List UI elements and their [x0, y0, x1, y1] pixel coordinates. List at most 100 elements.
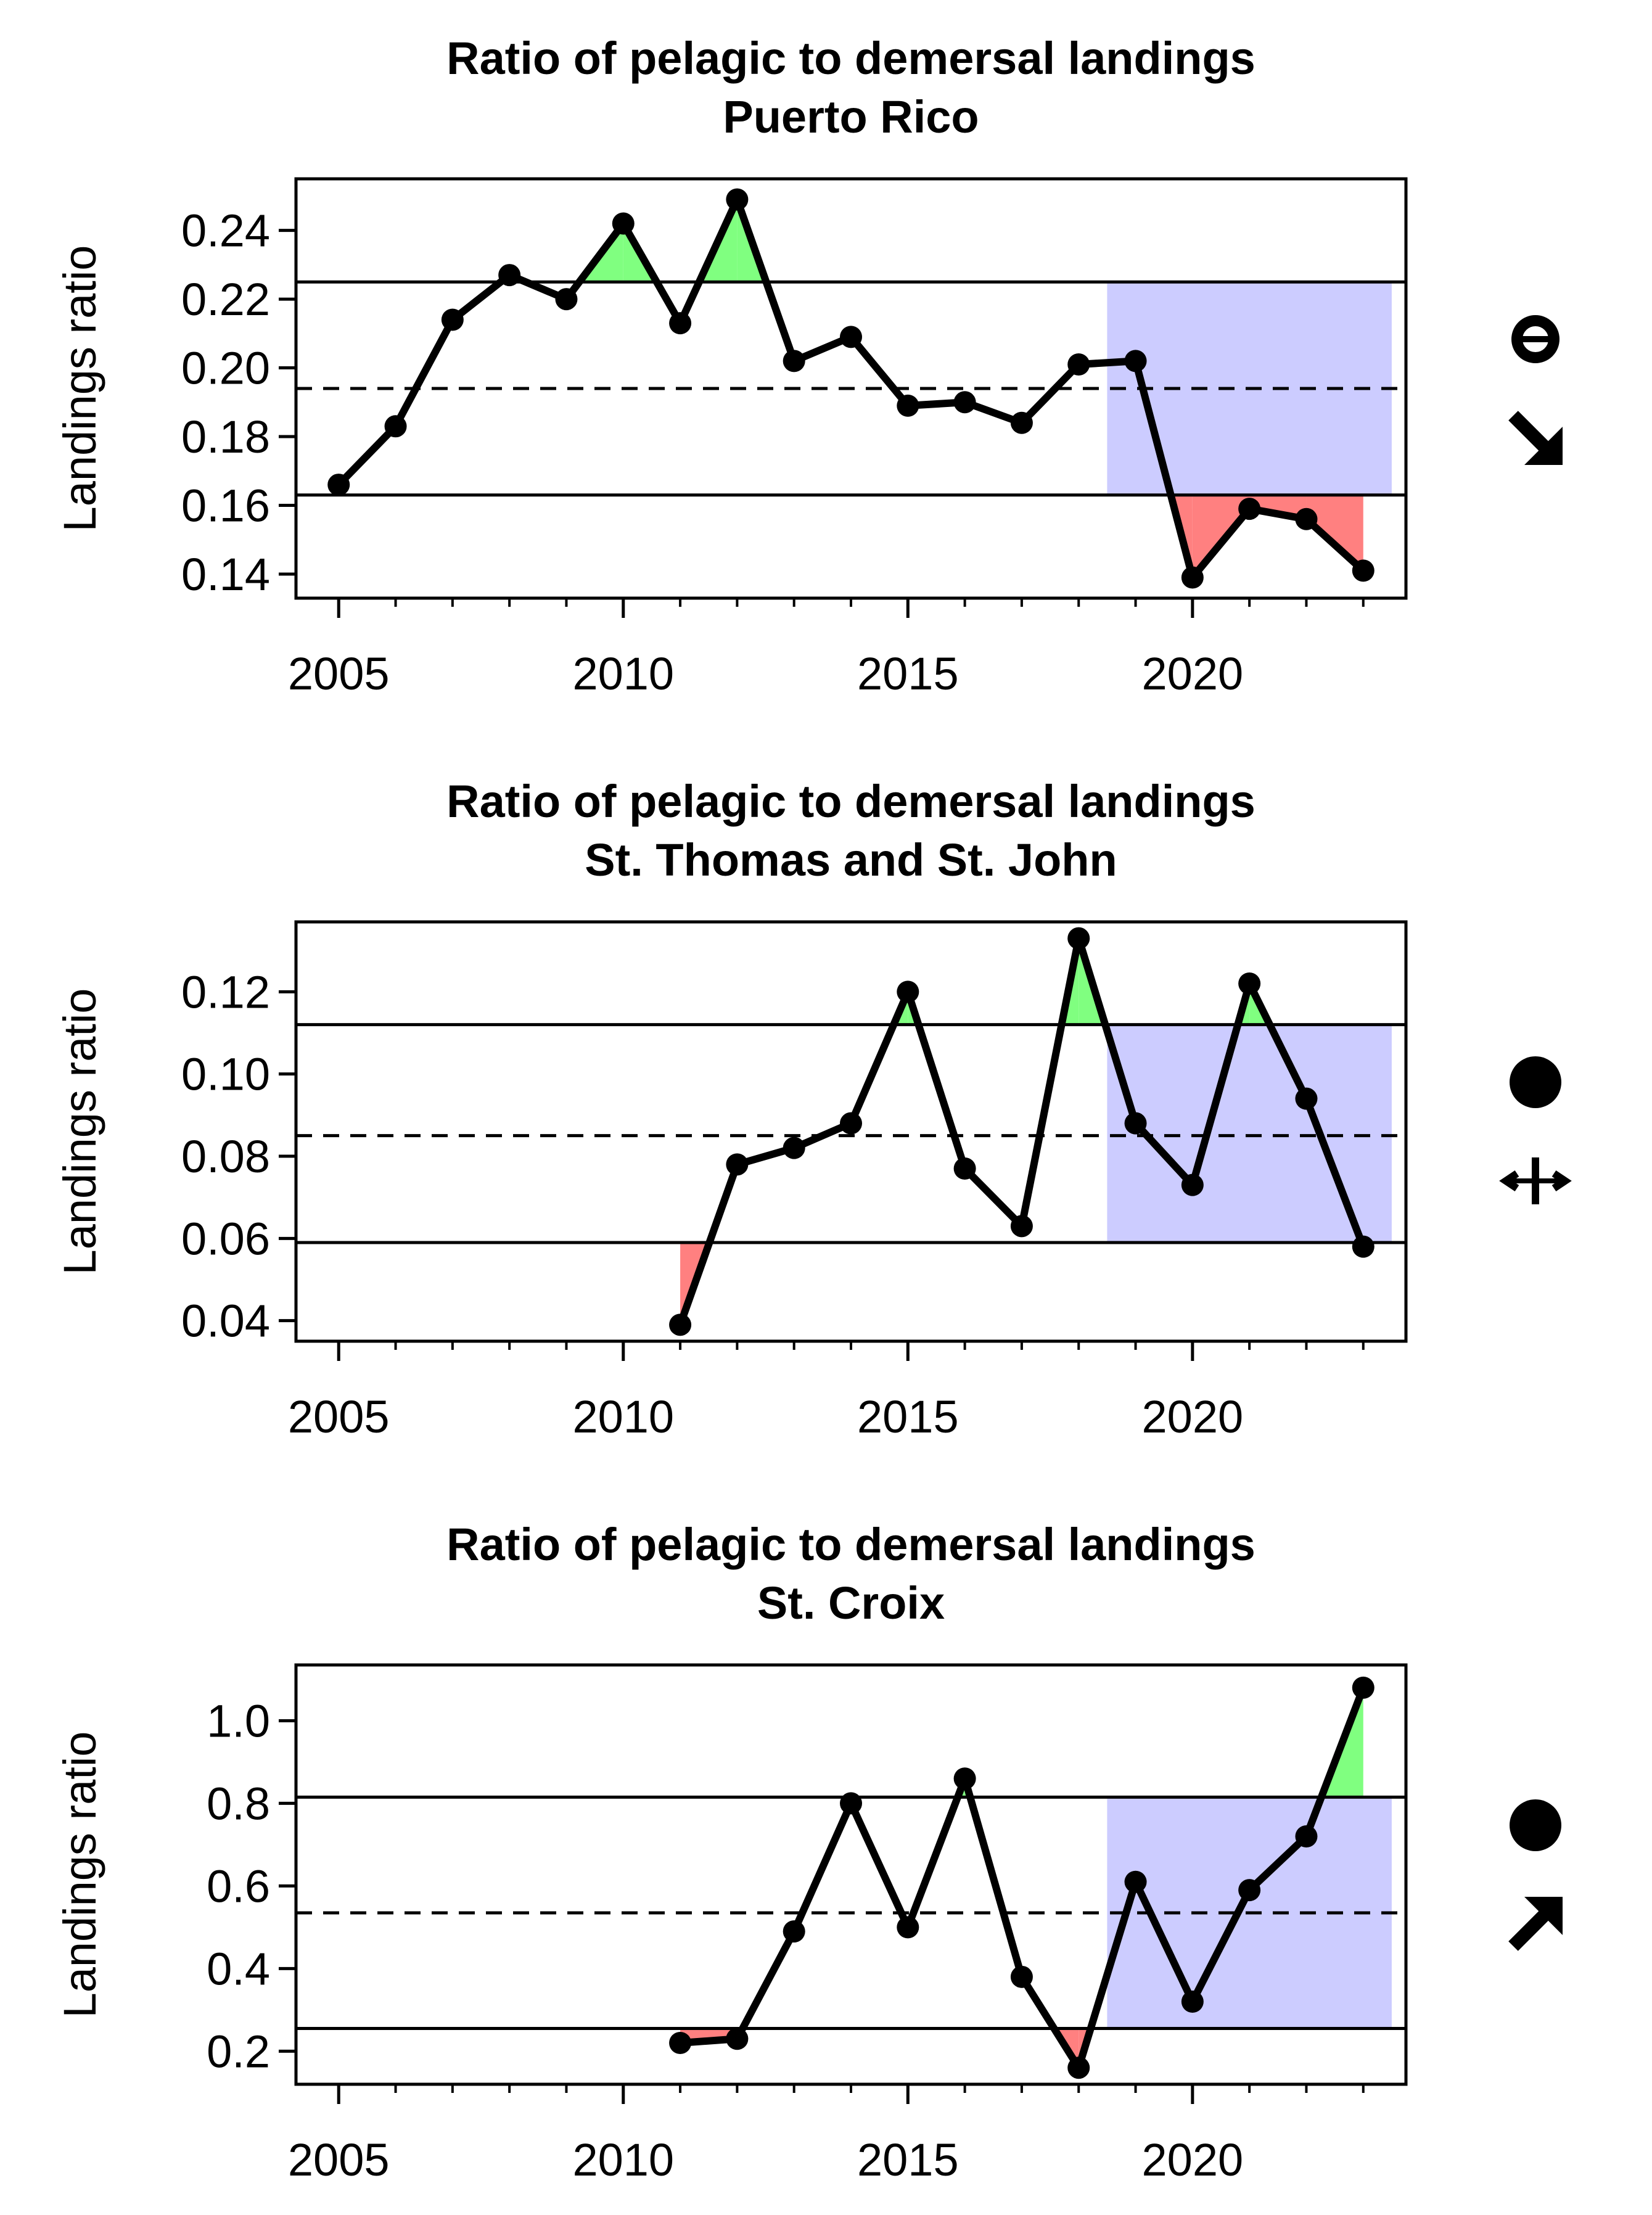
data-point: [1295, 1087, 1318, 1110]
data-point: [1067, 927, 1090, 950]
arrow-head: [1524, 427, 1563, 465]
data-point: [441, 308, 464, 331]
chart-title: Ratio of pelagic to demersal landings: [446, 1519, 1255, 1570]
x-tick-label: 2010: [572, 2134, 674, 2185]
x-tick-label: 2010: [572, 1391, 674, 1442]
arrow-down-right-icon: [1508, 411, 1563, 465]
data-point: [555, 288, 578, 311]
data-point: [840, 326, 862, 348]
x-tick-label: 2005: [288, 1391, 390, 1442]
data-point: [897, 1916, 919, 1939]
data-point: [327, 474, 350, 496]
chart-title: Ratio of pelagic to demersal landings: [446, 776, 1255, 827]
data-point: [1181, 1173, 1204, 1196]
y-tick-label: 0.6: [207, 1860, 270, 1912]
threshold-fill-above: [623, 223, 657, 282]
data-point: [1181, 1991, 1204, 2013]
y-tick-label: 0.8: [207, 1778, 270, 1829]
y-tick-label: 0.24: [181, 205, 270, 257]
y-tick-label: 0.22: [181, 274, 270, 325]
y-tick-label: 0.4: [207, 1943, 270, 1994]
data-point: [953, 391, 976, 414]
x-tick-label: 2020: [1142, 648, 1244, 699]
data-point: [1010, 1215, 1033, 1238]
data-point: [1352, 1235, 1375, 1258]
data-point: [897, 394, 919, 417]
y-tick-label: 0.18: [181, 411, 270, 462]
open-circle-icon: [1511, 315, 1560, 363]
x-tick-label: 2015: [857, 648, 959, 699]
filled-circle-icon: [1510, 1799, 1561, 1851]
x-tick-label: 2005: [288, 2134, 390, 2185]
data-point: [498, 264, 521, 287]
arrow-head-right: [1551, 1170, 1572, 1191]
data-point: [953, 1157, 976, 1180]
data-point: [783, 1920, 805, 1943]
data-point: [726, 188, 749, 211]
y-tick-label: 0.10: [181, 1049, 270, 1100]
y-tick-label: 0.06: [181, 1213, 270, 1264]
y-tick-label: 0.08: [181, 1131, 270, 1182]
data-point: [726, 2028, 749, 2050]
x-tick-label: 2015: [857, 1391, 959, 1442]
chart-subtitle: St. Thomas and St. John: [585, 834, 1117, 886]
data-point: [897, 980, 919, 1003]
data-point: [1238, 1879, 1261, 1902]
data-point: [669, 312, 692, 335]
y-tick-label: 0.12: [181, 966, 270, 1017]
threshold-fill-below: [1306, 495, 1363, 571]
data-point: [1010, 1965, 1033, 1988]
arrow-left-right-icon: [1499, 1157, 1572, 1204]
data-point: [1238, 972, 1261, 995]
chart-subtitle: Puerto Rico: [723, 91, 979, 142]
y-tick-label: 0.2: [207, 2026, 270, 2077]
x-tick-label: 2010: [572, 648, 674, 699]
y-axis-label: Landings ratio: [54, 988, 105, 1275]
data-point: [1295, 508, 1318, 530]
arrow-shaft: [1508, 1905, 1554, 1951]
y-axis-label: Landings ratio: [54, 245, 105, 532]
chart-subtitle: St. Croix: [757, 1577, 945, 1629]
data-point: [384, 415, 407, 438]
data-point: [1352, 559, 1375, 582]
data-point: [669, 2032, 692, 2055]
y-axis-label: Landings ratio: [54, 1732, 105, 2018]
arrow-head-left: [1499, 1170, 1519, 1191]
filled-circle-icon: [1510, 1056, 1561, 1108]
x-tick-label: 2020: [1142, 1391, 1244, 1442]
x-tick-label: 2005: [288, 648, 390, 699]
arrow-up-right-icon: [1508, 1897, 1563, 1951]
data-point: [1124, 1112, 1147, 1135]
data-point: [1067, 353, 1090, 376]
data-point: [840, 1792, 862, 1815]
arrow-shaft: [1508, 411, 1554, 456]
data-point: [1238, 498, 1261, 520]
x-tick-label: 2015: [857, 2134, 959, 2185]
x-tick-label: 2020: [1142, 2134, 1244, 2185]
chart-panel-3: Ratio of pelagic to demersal landings St.…: [54, 1519, 1563, 2185]
y-tick-label: 0.16: [181, 480, 270, 532]
data-point: [1295, 1825, 1318, 1848]
y-tick-label: 0.14: [181, 549, 270, 600]
arrow-head: [1524, 1897, 1563, 1935]
data-point: [669, 1313, 692, 1336]
chart-title: Ratio of pelagic to demersal landings: [446, 33, 1255, 84]
y-tick-label: 1.0: [207, 1695, 270, 1746]
data-point: [1067, 2057, 1090, 2079]
data-point: [783, 350, 805, 372]
data-point: [1352, 1676, 1375, 1699]
data-point: [953, 1767, 976, 1790]
data-point: [1010, 411, 1033, 434]
y-tick-label: 0.04: [181, 1296, 270, 1347]
data-point: [1181, 566, 1204, 589]
data-point: [1124, 350, 1147, 372]
data-point: [840, 1112, 862, 1135]
data-point: [726, 1153, 749, 1176]
y-tick-label: 0.20: [181, 343, 270, 394]
data-point: [612, 212, 635, 235]
data-point: [1124, 1870, 1147, 1893]
chart-panel-2: Ratio of pelagic to demersal landings St.…: [54, 776, 1572, 1442]
data-point: [783, 1136, 805, 1159]
chart-panel-1: Ratio of pelagic to demersal landings Pue…: [54, 33, 1563, 699]
